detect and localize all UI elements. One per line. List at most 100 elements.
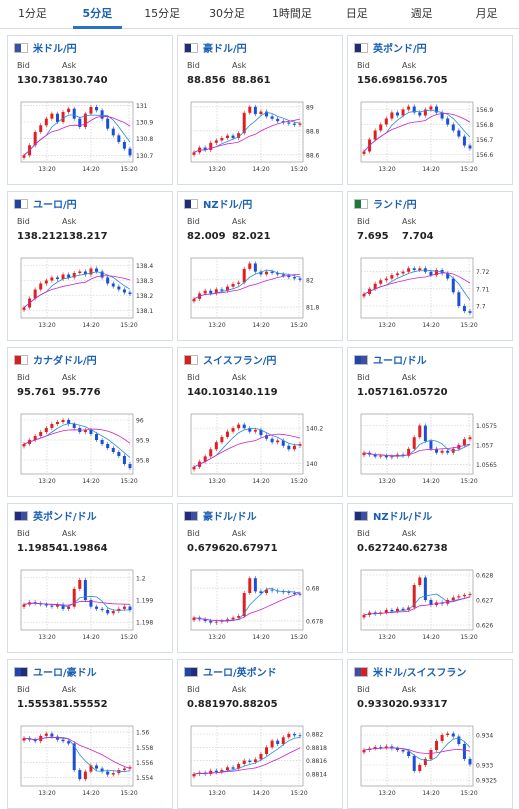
candle-body	[468, 437, 472, 440]
card-header[interactable]: 米ドル/円	[8, 36, 172, 56]
candle-body	[259, 429, 263, 436]
card-header[interactable]: NZドル/円	[178, 192, 342, 212]
card-header[interactable]: ランド/円	[348, 192, 512, 212]
chart-svg: 0.882 0.8818 0.8816 0.8814 13:20 14:20 15:20	[190, 725, 327, 797]
price-chart[interactable]: 1.0575 1.057 1.0565 13:20 14:20 15:20	[357, 410, 499, 487]
pair-name[interactable]: 英ポンド/ドル	[33, 512, 97, 523]
flag-icon	[354, 42, 368, 53]
price-chart[interactable]: 7.72 7.71 7.7 13:20 14:20 15:20	[357, 254, 499, 331]
pair-name[interactable]: ユーロ/円	[33, 200, 77, 211]
tab-2[interactable]: 15分足	[144, 7, 181, 20]
x-tick-label: 13:20	[38, 478, 55, 485]
tab-3[interactable]: 30分足	[209, 7, 246, 20]
y-tick-label: 156.6	[476, 152, 493, 159]
candle-body	[95, 107, 99, 111]
card-header[interactable]: 豪ドル/ドル	[178, 504, 342, 524]
x-tick-label: 15:20	[290, 634, 307, 641]
bid-value: 0.62724	[357, 543, 403, 554]
x-tick-label: 14:20	[82, 166, 99, 173]
rate-card[interactable]: 豪ドル/ドル Bid Ask 0.679620.67971 0.68 0.678 13:20…	[177, 503, 343, 653]
rate-card[interactable]: ユーロ/豪ドル Bid Ask 1.555381.55552 1.56 1.558 1.55…	[7, 659, 173, 809]
tab-6[interactable]: 週足	[410, 7, 433, 20]
card-header[interactable]: NZドル/ドル	[348, 504, 512, 524]
card-header[interactable]: ユーロ/豪ドル	[8, 660, 172, 680]
pair-name[interactable]: ユーロ/英ポンド	[203, 668, 277, 679]
pair-name[interactable]: スイスフラン/円	[203, 356, 277, 367]
rate-card[interactable]: 米ドル/スイスフラン Bid Ask 0.933020.93317 0.934 0.933…	[347, 659, 513, 809]
y-tick-label: 0.8816	[306, 758, 327, 765]
candle-body	[83, 580, 87, 600]
rate-card[interactable]: NZドル/円 Bid Ask 82.009 82.021 82 81.8 13:20 14:20…	[177, 191, 343, 341]
pair-name[interactable]: NZドル/円	[203, 200, 253, 211]
card-header[interactable]: 米ドル/スイスフラン	[348, 660, 512, 680]
price-chart[interactable]: 1.2 1.199 1.198 13:20 14:20 15:20	[17, 566, 159, 643]
rate-card[interactable]: スイスフラン/円 Bid Ask 140.103140.119 140.2 140 13:2…	[177, 347, 343, 497]
chart-svg: 82 81.8 13:20 14:20 15:20	[190, 257, 320, 329]
candle-body	[39, 283, 43, 290]
bid-label: Bid	[17, 529, 30, 538]
rate-card[interactable]: ユーロ/英ポンド Bid Ask 0.881970.88205 0.882 0.8818 0…	[177, 659, 343, 809]
flag-icon	[14, 354, 28, 365]
y-tick-label: 138.1	[136, 308, 153, 315]
tab-7[interactable]: 月足	[475, 7, 498, 20]
price-chart[interactable]: 140.2 140 13:20 14:20 15:20	[187, 410, 329, 487]
chart-svg: 0.68 0.678 13:20 14:20 15:20	[190, 569, 323, 641]
pair-name[interactable]: 豪ドル/ドル	[203, 512, 257, 523]
ma-slow-line	[23, 737, 131, 769]
tab-5[interactable]: 日足	[345, 7, 368, 20]
rate-card[interactable]: ユーロ/円 Bid Ask 138.212138.217 138.4 138.3 138.2…	[7, 191, 173, 341]
pair-name[interactable]: NZドル/ドル	[373, 512, 433, 523]
price-chart[interactable]: 82 81.8 13:20 14:20 15:20	[187, 254, 329, 331]
candle-body	[22, 604, 26, 607]
pair-name[interactable]: 豪ドル/円	[203, 44, 247, 55]
card-header[interactable]: 英ポンド/ドル	[8, 504, 172, 524]
rate-card[interactable]: 英ポンド/ドル Bid Ask 1.198541.19864 1.2 1.199 1.198…	[7, 503, 173, 653]
x-tick-label: 13:20	[38, 322, 55, 329]
rate-card[interactable]: 英ポンド/円 Bid Ask 156.698156.705 156.9 156.8 156.…	[347, 35, 513, 185]
pair-name[interactable]: 米ドル/円	[33, 44, 77, 55]
card-header[interactable]: ユーロ/英ポンド	[178, 660, 342, 680]
x-tick-label: 14:20	[422, 322, 439, 329]
card-header[interactable]: 豪ドル/円	[178, 36, 342, 56]
card-header[interactable]: カナダドル/円	[8, 348, 172, 368]
rate-card[interactable]: NZドル/ドル Bid Ask 0.627240.62738 0.628 0.627 0.6…	[347, 503, 513, 653]
price-chart[interactable]: 131 130.9 130.8 130.7 13:20 14:20 15:20	[17, 98, 159, 175]
price-chart[interactable]: 0.934 0.933 0.9325 13:20 14:20 15:20	[357, 722, 499, 799]
tab-1[interactable]: 5分足	[65, 0, 130, 29]
price-chart[interactable]: 1.56 1.558 1.556 1.554 13:20 14:20 15:20	[17, 722, 159, 799]
card-header[interactable]: ユーロ/ドル	[348, 348, 512, 368]
candle-body	[390, 112, 394, 119]
rate-card[interactable]: ユーロ/ドル Bid Ask 1.057161.05720 1.0575 1.057 1.0…	[347, 347, 513, 497]
candle-body	[192, 298, 196, 302]
rate-card[interactable]: カナダドル/円 Bid Ask 95.761 95.776 96 95.9 95.8 13:20…	[7, 347, 173, 497]
price-chart[interactable]: 0.882 0.8818 0.8816 0.8814 13:20 14:20 15:20	[187, 722, 329, 799]
rate-card[interactable]: ランド/円 Bid Ask 7.695 7.704 7.72 7.71 7.7 13:20 14:…	[347, 191, 513, 341]
candle-body	[55, 422, 59, 424]
rate-card[interactable]: 米ドル/円 Bid Ask 130.738130.740 131 130.9 130.8 13…	[7, 35, 173, 185]
pair-name[interactable]: ランド/円	[373, 200, 417, 211]
candle-body	[412, 106, 416, 113]
candle-body	[457, 596, 461, 598]
card-header[interactable]: ユーロ/円	[8, 192, 172, 212]
tab-4[interactable]: 1時間足	[271, 7, 312, 20]
pair-name[interactable]: 米ドル/スイスフラン	[373, 668, 467, 679]
candle-body	[373, 454, 377, 457]
candle-body	[276, 118, 280, 122]
candle-body	[111, 283, 115, 287]
card-header[interactable]: 英ポンド/円	[348, 36, 512, 56]
price-chart[interactable]: 138.4 138.3 138.2 138.1 13:20 14:20 15:20	[17, 254, 159, 331]
price-chart[interactable]: 96 95.9 95.8 13:20 14:20 15:20	[17, 410, 159, 487]
price-chart[interactable]: 0.68 0.678 13:20 14:20 15:20	[187, 566, 329, 643]
candle-body	[259, 591, 263, 594]
card-header[interactable]: スイスフラン/円	[178, 348, 342, 368]
rate-card[interactable]: 豪ドル/円 Bid Ask 88.856 88.861 89 88.8 88.6 13:20 14…	[177, 35, 343, 185]
x-tick-label: 13:20	[208, 478, 225, 485]
tab-0[interactable]: 1分足	[17, 7, 47, 20]
price-chart[interactable]: 89 88.8 88.6 13:20 14:20 15:20	[187, 98, 329, 175]
price-chart[interactable]: 156.9 156.8 156.7 156.6 13:20 14:20 15:20	[357, 98, 499, 175]
pair-name[interactable]: カナダドル/円	[33, 356, 97, 367]
pair-name[interactable]: 英ポンド/円	[373, 44, 427, 55]
price-chart[interactable]: 0.628 0.627 0.626 13:20 14:20 15:20	[357, 566, 499, 643]
pair-name[interactable]: ユーロ/ドル	[373, 356, 427, 367]
pair-name[interactable]: ユーロ/豪ドル	[33, 668, 97, 679]
